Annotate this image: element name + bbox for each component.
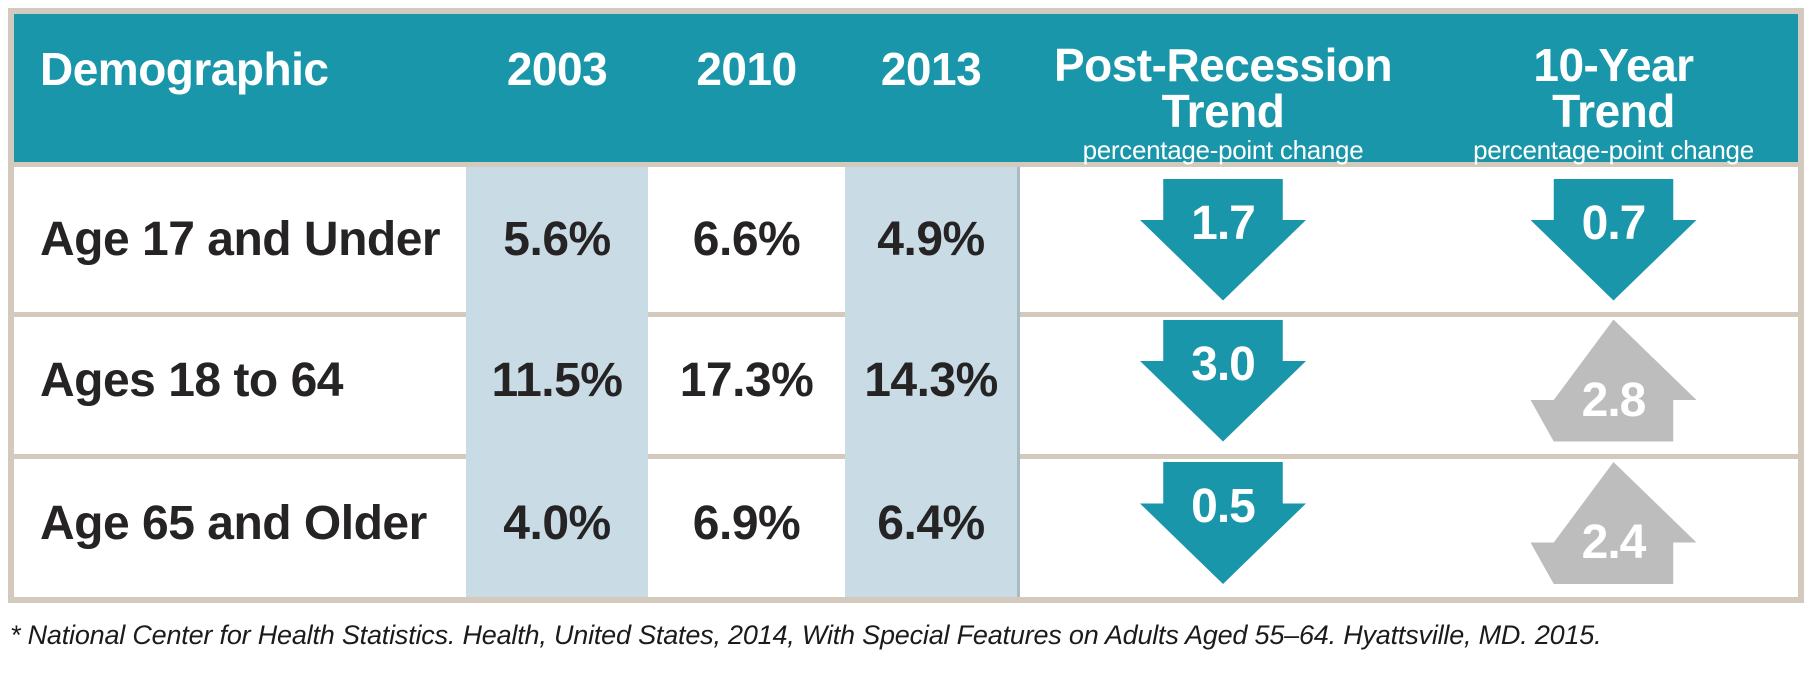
column-highlight-2003 [466, 167, 648, 597]
header-2010: 2010 [696, 43, 797, 95]
up-arrow-icon: 2.4 [1530, 462, 1697, 584]
row-separator [1020, 454, 1798, 459]
header-divider [14, 162, 1798, 167]
table-body: Age 17 and Under 5.6% 6.6% 4.9% 1.7 0.7 … [14, 167, 1798, 597]
up-arrow-icon: 2.8 [1530, 319, 1697, 442]
trend-value: 3.0 [1191, 337, 1256, 391]
ten-year-trend-cell: 2.4 [1429, 449, 1798, 597]
header-ten-year-line2: Trend [1552, 85, 1675, 137]
source-footnote: * National Center for Health Statistics.… [10, 620, 1602, 650]
header-post-recession-line1: Post-Recession [1053, 39, 1393, 91]
row-label: Age 65 and Older [40, 496, 427, 550]
trend-value: 2.4 [1581, 516, 1647, 569]
trend-value: 1.7 [1191, 196, 1256, 250]
header-post-recession-trend: Post-Recession Trend percentage-point ch… [1017, 14, 1429, 163]
header-post-recession-subtitle: percentage-point change [1082, 135, 1364, 165]
row-separator [1020, 312, 1798, 317]
row-label: Ages 18 to 64 [40, 354, 343, 407]
trend-section-divider [1017, 167, 1020, 597]
row-separator [648, 454, 845, 459]
down-arrow-icon: 3.0 [1140, 319, 1306, 442]
ten-year-trend-cell: 2.8 [1429, 312, 1798, 449]
row-separator [14, 454, 466, 459]
table-row: Ages 18 to 64 11.5% 17.3% 14.3% 3.0 2.8 [14, 312, 1798, 449]
value-2003: 5.6% [503, 213, 611, 266]
value-2013: 6.4% [877, 496, 985, 550]
header-ten-year-line1: 10-Year [1533, 39, 1694, 91]
value-2010: 17.3% [679, 354, 814, 407]
value-2010: 6.6% [692, 213, 801, 266]
table-row: Age 65 and Older 4.0% 6.9% 6.4% 0.5 2.4 [14, 449, 1798, 597]
row-separator [14, 312, 466, 317]
header-ten-year-subtitle: percentage-point change [1473, 135, 1754, 165]
down-arrow-icon: 0.7 [1530, 178, 1697, 301]
trend-value: 2.8 [1581, 373, 1647, 427]
trend-value: 0.5 [1191, 480, 1256, 533]
value-2013: 4.9% [877, 213, 985, 266]
header-2013: 2013 [880, 43, 982, 95]
value-2003: 11.5% [491, 354, 623, 407]
table-header-row: Demographic 2003 2010 2013 Post-Recessio… [14, 14, 1798, 163]
row-label: Age 17 and Under [40, 213, 441, 266]
header-post-recession-line2: Trend [1161, 85, 1285, 137]
value-2003: 4.0% [503, 496, 611, 550]
down-arrow-icon: 1.7 [1140, 178, 1306, 301]
value-2013: 14.3% [864, 354, 998, 407]
row-separator [648, 312, 845, 317]
header-demographic: Demographic [40, 43, 329, 95]
post-recession-trend-cell: 3.0 [1017, 312, 1429, 449]
post-recession-trend-cell: 1.7 [1017, 167, 1429, 312]
post-recession-trend-cell: 0.5 [1017, 449, 1429, 597]
header-ten-year-trend: 10-Year Trend percentage-point change [1429, 14, 1798, 163]
down-arrow-icon: 0.5 [1140, 462, 1306, 584]
header-2003: 2003 [506, 43, 608, 95]
value-2010: 6.9% [692, 496, 801, 550]
table-row: Age 17 and Under 5.6% 6.6% 4.9% 1.7 0.7 [14, 167, 1798, 312]
data-table: Demographic 2003 2010 2013 Post-Recessio… [8, 8, 1804, 603]
trend-value: 0.7 [1581, 196, 1647, 250]
ten-year-trend-cell: 0.7 [1429, 167, 1798, 312]
column-highlight-2013 [845, 167, 1017, 597]
